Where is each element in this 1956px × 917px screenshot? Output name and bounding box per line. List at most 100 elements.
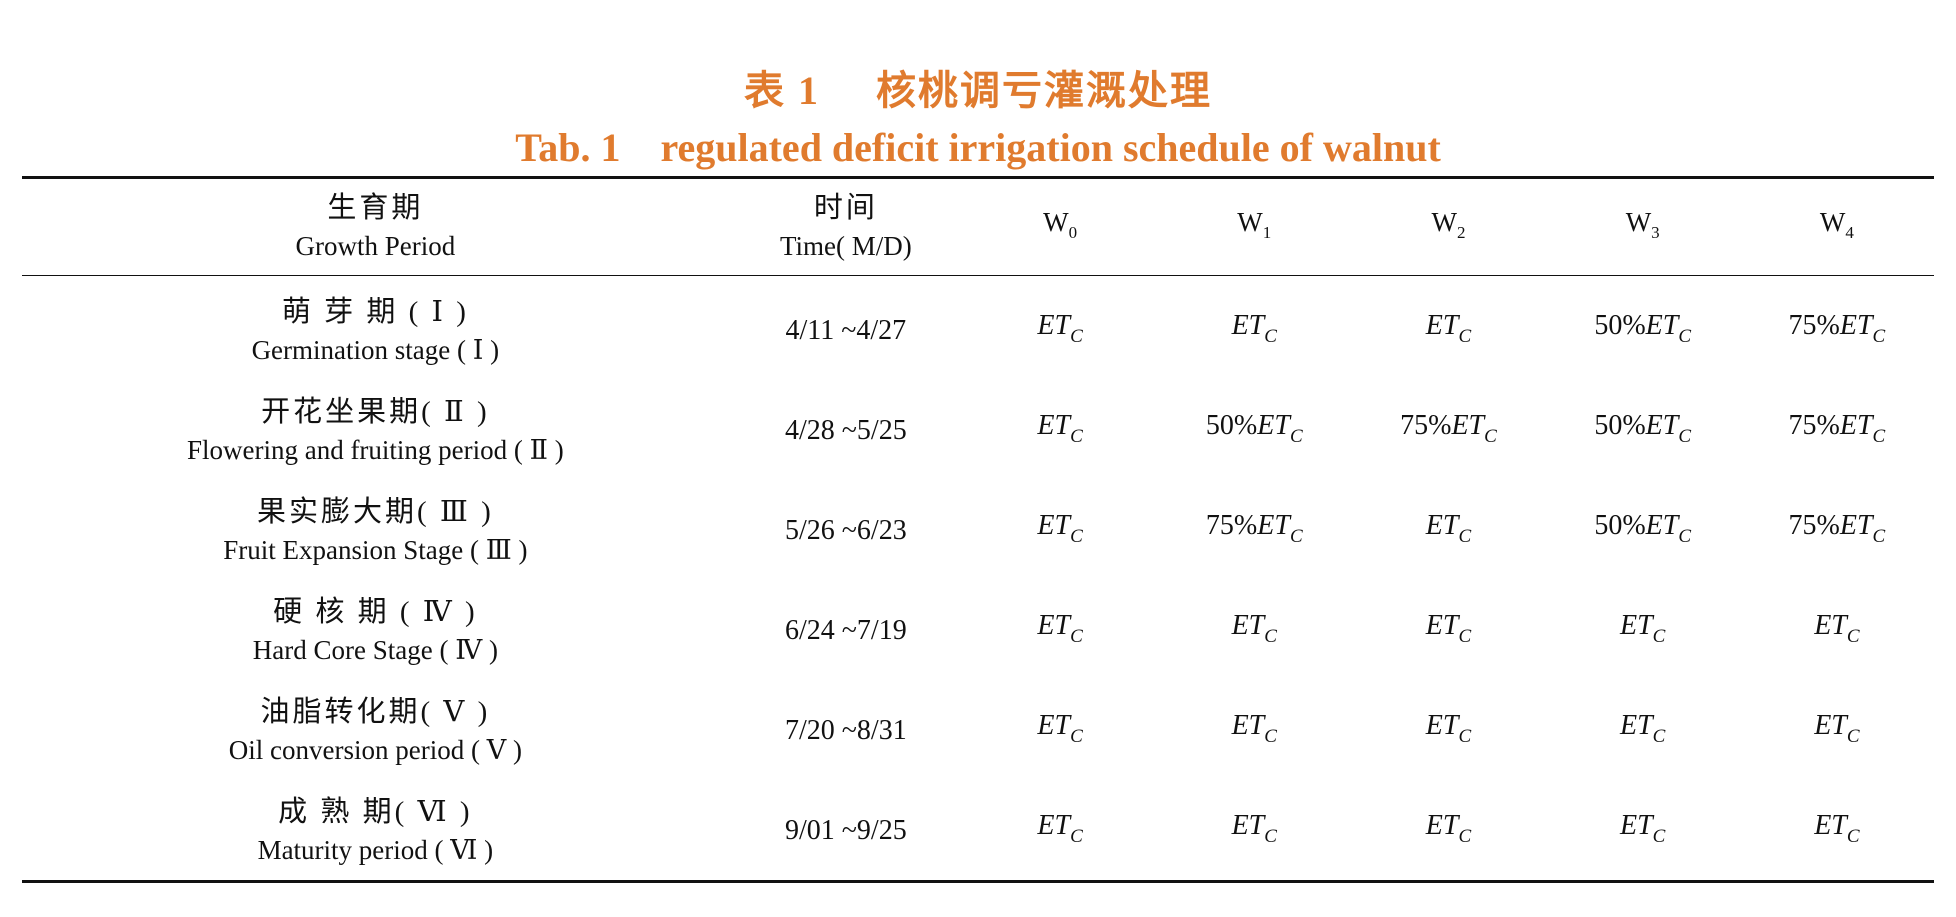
table-label-english: Tab. 1 bbox=[515, 125, 621, 170]
irrigation-percent: 75% bbox=[1400, 409, 1452, 441]
et-symbol: ETC bbox=[1037, 709, 1083, 747]
time-range-cell: 4/11 ~4/27 bbox=[785, 315, 907, 346]
irrigation-percent: 75% bbox=[1788, 509, 1840, 541]
irrigation-level-w2: 75%ETC bbox=[1351, 381, 1545, 481]
time-range-cell: 7/20 ~8/31 bbox=[784, 715, 907, 746]
growth-period-zh: 果实膨大期( Ⅲ ) bbox=[256, 496, 494, 528]
time-range-cell: 4/28 ~5/25 bbox=[784, 415, 907, 446]
table-row: 果实膨大期( Ⅲ ) Fruit Expansion Stage ( Ⅲ ) 5/2… bbox=[22, 481, 1934, 581]
table-header-row: 生育期 Growth Period 时间 Time( M/D) W0 W1 W2… bbox=[22, 179, 1934, 275]
header-treatment-w1: W1 bbox=[1237, 206, 1272, 242]
irrigation-percent: 50% bbox=[1205, 409, 1258, 441]
et-symbol: ETC bbox=[1037, 309, 1083, 347]
irrigation-level-w1: ETC bbox=[1157, 275, 1351, 381]
irrigation-level-w3: ETC bbox=[1546, 681, 1740, 781]
irrigation-level-w4: 75%ETC bbox=[1740, 381, 1934, 481]
irrigation-level-w4: 75%ETC bbox=[1740, 275, 1934, 381]
growth-period-en: Maturity period ( Ⅵ ) bbox=[257, 835, 494, 865]
irrigation-percent: 75% bbox=[1205, 509, 1258, 541]
header-treatment-w3: W3 bbox=[1625, 206, 1660, 242]
table-bottom-rule bbox=[22, 880, 1934, 883]
et-symbol: ETC bbox=[1425, 509, 1472, 547]
growth-period-en: Fruit Expansion Stage ( Ⅲ ) bbox=[223, 535, 528, 565]
et-symbol: ETC bbox=[1814, 809, 1860, 847]
et-symbol: ETC bbox=[1814, 609, 1860, 647]
irrigation-level-w1: ETC bbox=[1157, 781, 1351, 881]
et-symbol: ETC bbox=[1619, 809, 1666, 847]
growth-period-zh: 油脂转化期( Ⅴ ) bbox=[260, 696, 491, 728]
growth-period-cell: 硬 核 期 ( Ⅳ ) Hard Core Stage ( Ⅳ ) bbox=[22, 581, 729, 681]
time-range-cell: 5/26 ~6/23 bbox=[784, 515, 907, 546]
table-caption-chinese: 表 1 核桃调亏灌溉处理 bbox=[0, 58, 1956, 116]
growth-period-zh: 硬 核 期 ( Ⅳ ) bbox=[273, 596, 478, 628]
et-symbol: ETC bbox=[1231, 609, 1277, 647]
growth-period-en: Germination stage ( Ⅰ ) bbox=[251, 335, 500, 365]
growth-period-cell: 油脂转化期( Ⅴ ) Oil conversion period ( Ⅴ ) bbox=[22, 681, 729, 781]
et-symbol: ETC bbox=[1645, 509, 1692, 547]
et-symbol: ETC bbox=[1231, 309, 1277, 347]
et-symbol: ETC bbox=[1037, 609, 1083, 647]
growth-period-cell: 果实膨大期( Ⅲ ) Fruit Expansion Stage ( Ⅲ ) bbox=[22, 481, 729, 581]
irrigation-level-w3: 50%ETC bbox=[1546, 275, 1740, 381]
et-symbol: ETC bbox=[1231, 709, 1277, 747]
et-symbol: ETC bbox=[1257, 509, 1303, 547]
et-symbol: ETC bbox=[1839, 309, 1886, 347]
et-symbol: ETC bbox=[1425, 609, 1472, 647]
et-symbol: ETC bbox=[1619, 709, 1666, 747]
irrigation-level-w2: ETC bbox=[1351, 681, 1545, 781]
irrigation-level-w3: 50%ETC bbox=[1546, 481, 1740, 581]
growth-period-zh: 成 熟 期( Ⅵ ) bbox=[278, 796, 473, 828]
irrigation-level-w0: ETC bbox=[963, 381, 1157, 481]
growth-period-en: Hard Core Stage ( Ⅳ ) bbox=[252, 635, 498, 665]
irrigation-level-w3: ETC bbox=[1546, 581, 1740, 681]
table-row: 萌 芽 期 ( Ⅰ ) Germination stage ( Ⅰ ) 4/11 ~… bbox=[22, 275, 1934, 381]
et-symbol: ETC bbox=[1425, 709, 1472, 747]
header-treatment-w4: W4 bbox=[1819, 206, 1854, 242]
et-symbol: ETC bbox=[1814, 709, 1860, 747]
table-top-rule bbox=[22, 176, 1934, 179]
irrigation-level-w1: 50%ETC bbox=[1157, 381, 1351, 481]
irrigation-level-w1: 75%ETC bbox=[1157, 481, 1351, 581]
header-treatment-w2: W2 bbox=[1431, 206, 1466, 242]
irrigation-percent: 50% bbox=[1594, 309, 1646, 341]
table-row: 硬 核 期 ( Ⅳ ) Hard Core Stage ( Ⅳ ) 6/24 ~7/… bbox=[22, 581, 1934, 681]
irrigation-percent: 50% bbox=[1594, 509, 1646, 541]
et-symbol: ETC bbox=[1037, 409, 1083, 447]
growth-period-cell: 萌 芽 期 ( Ⅰ ) Germination stage ( Ⅰ ) bbox=[22, 275, 729, 381]
header-growth-period-zh: 生育期 bbox=[327, 192, 424, 224]
irrigation-level-w3: ETC bbox=[1546, 781, 1740, 881]
irrigation-percent: 75% bbox=[1788, 409, 1840, 441]
table-title-chinese: 核桃调亏灌溉处理 bbox=[876, 68, 1212, 113]
growth-period-en: Flowering and fruiting period ( Ⅱ ) bbox=[186, 435, 564, 465]
table-body: 萌 芽 期 ( Ⅰ ) Germination stage ( Ⅰ ) 4/11 ~… bbox=[22, 275, 1934, 881]
irrigation-level-w4: 75%ETC bbox=[1740, 481, 1934, 581]
irrigation-schedule-table: 生育期 Growth Period 时间 Time( M/D) W0 W1 W2… bbox=[22, 179, 1934, 881]
et-symbol: ETC bbox=[1231, 809, 1277, 847]
header-time-zh: 时间 bbox=[813, 192, 878, 224]
table-row: 成 熟 期( Ⅵ ) Maturity period ( Ⅵ ) 9/01 ~9/2… bbox=[22, 781, 1934, 881]
header-treatment-w0: W0 bbox=[1043, 206, 1078, 242]
table-row: 开花坐果期( Ⅱ ) Flowering and fruiting period … bbox=[22, 381, 1934, 481]
table-header-rule bbox=[22, 275, 1934, 276]
table-caption-english: Tab. 1 regulated deficit irrigation sched… bbox=[0, 124, 1956, 171]
et-symbol: ETC bbox=[1839, 409, 1886, 447]
et-symbol: ETC bbox=[1619, 609, 1666, 647]
header-time-en: Time( M/D) bbox=[779, 231, 912, 261]
growth-period-cell: 成 熟 期( Ⅵ ) Maturity period ( Ⅵ ) bbox=[22, 781, 729, 881]
irrigation-level-w4: ETC bbox=[1740, 781, 1934, 881]
et-symbol: ETC bbox=[1645, 409, 1692, 447]
irrigation-level-w1: ETC bbox=[1157, 581, 1351, 681]
irrigation-level-w4: ETC bbox=[1740, 681, 1934, 781]
table-title-english: regulated deficit irrigation schedule of… bbox=[660, 125, 1441, 170]
et-symbol: ETC bbox=[1037, 809, 1083, 847]
irrigation-level-w3: 50%ETC bbox=[1546, 381, 1740, 481]
irrigation-level-w2: ETC bbox=[1351, 481, 1545, 581]
irrigation-level-w2: ETC bbox=[1351, 581, 1545, 681]
growth-period-zh: 开花坐果期( Ⅱ ) bbox=[261, 396, 490, 428]
irrigation-level-w0: ETC bbox=[963, 681, 1157, 781]
growth-period-zh: 萌 芽 期 ( Ⅰ ) bbox=[281, 296, 469, 328]
header-growth-period: 生育期 Growth Period bbox=[22, 179, 729, 275]
table-row: 油脂转化期( Ⅴ ) Oil conversion period ( Ⅴ ) 7/2… bbox=[22, 681, 1934, 781]
et-symbol: ETC bbox=[1037, 509, 1083, 547]
irrigation-level-w0: ETC bbox=[963, 275, 1157, 381]
